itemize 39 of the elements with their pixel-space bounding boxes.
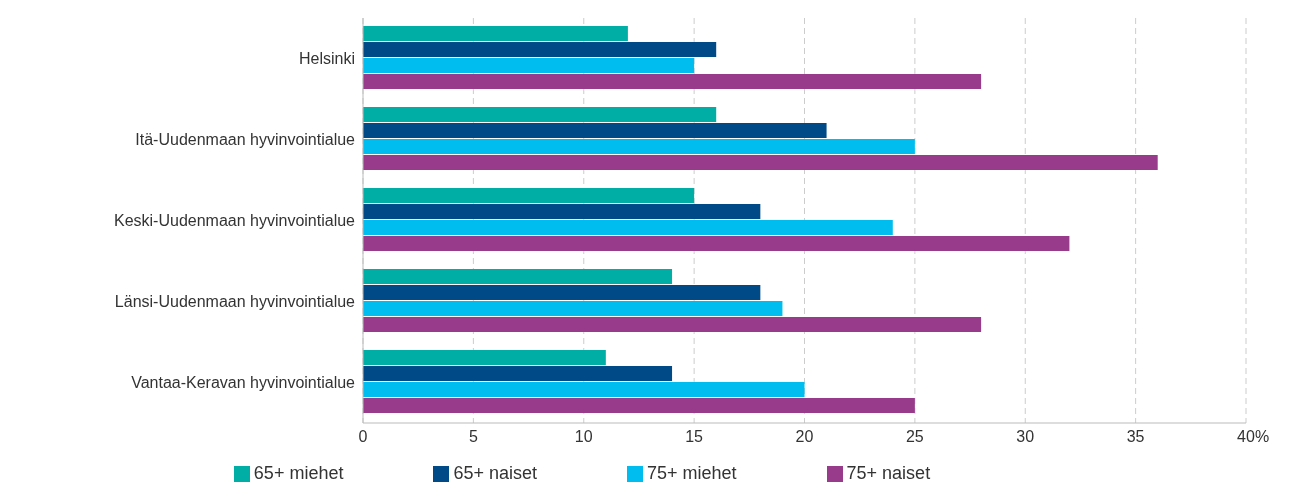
bar (363, 42, 717, 58)
bar (363, 74, 982, 90)
bar (363, 301, 783, 317)
bar (363, 123, 827, 139)
bar (363, 398, 915, 414)
x-axis-title: % (1255, 427, 1270, 445)
bar (363, 236, 1070, 252)
bar (363, 382, 805, 398)
x-tick-label: 40 (1237, 428, 1255, 446)
bar (363, 107, 717, 123)
bar (363, 139, 915, 155)
bar (363, 366, 673, 382)
bar (363, 58, 695, 74)
y-tick-label: Vantaa-Keravan hyvinvointialue (131, 374, 356, 392)
x-tick-label: 10 (574, 428, 593, 446)
bar (363, 285, 761, 301)
x-tick-label: 0 (358, 428, 368, 446)
bar (363, 26, 628, 42)
y-tick-label: Keski-Uudenmaan hyvinvointialue (113, 212, 356, 230)
x-tick-label: 15 (685, 428, 704, 446)
bar (363, 204, 761, 220)
bar (363, 188, 695, 204)
x-tick-label: 35 (1126, 428, 1145, 446)
y-tick-label: Itä-Uudenmaan hyvinvointialue (135, 131, 356, 149)
bar (363, 317, 982, 333)
bar (363, 350, 606, 366)
bar (363, 269, 673, 285)
legend-label: 65+ naiset (453, 463, 537, 483)
legend-label: 75+ miehet (647, 463, 737, 483)
x-tick-label: 30 (1016, 428, 1035, 446)
y-tick-label: Helsinki (298, 50, 355, 68)
bar (363, 220, 893, 236)
legend-label: 75+ naiset (846, 463, 931, 483)
legend-label: 65+ miehet (253, 463, 344, 483)
bar (363, 155, 1158, 171)
y-tick-label: Länsi-Uudenmaan hyvinvointialue (114, 293, 356, 311)
x-tick-label: 20 (795, 428, 814, 446)
x-tick-label: 5 (468, 428, 478, 446)
x-tick-label: 25 (905, 428, 924, 446)
